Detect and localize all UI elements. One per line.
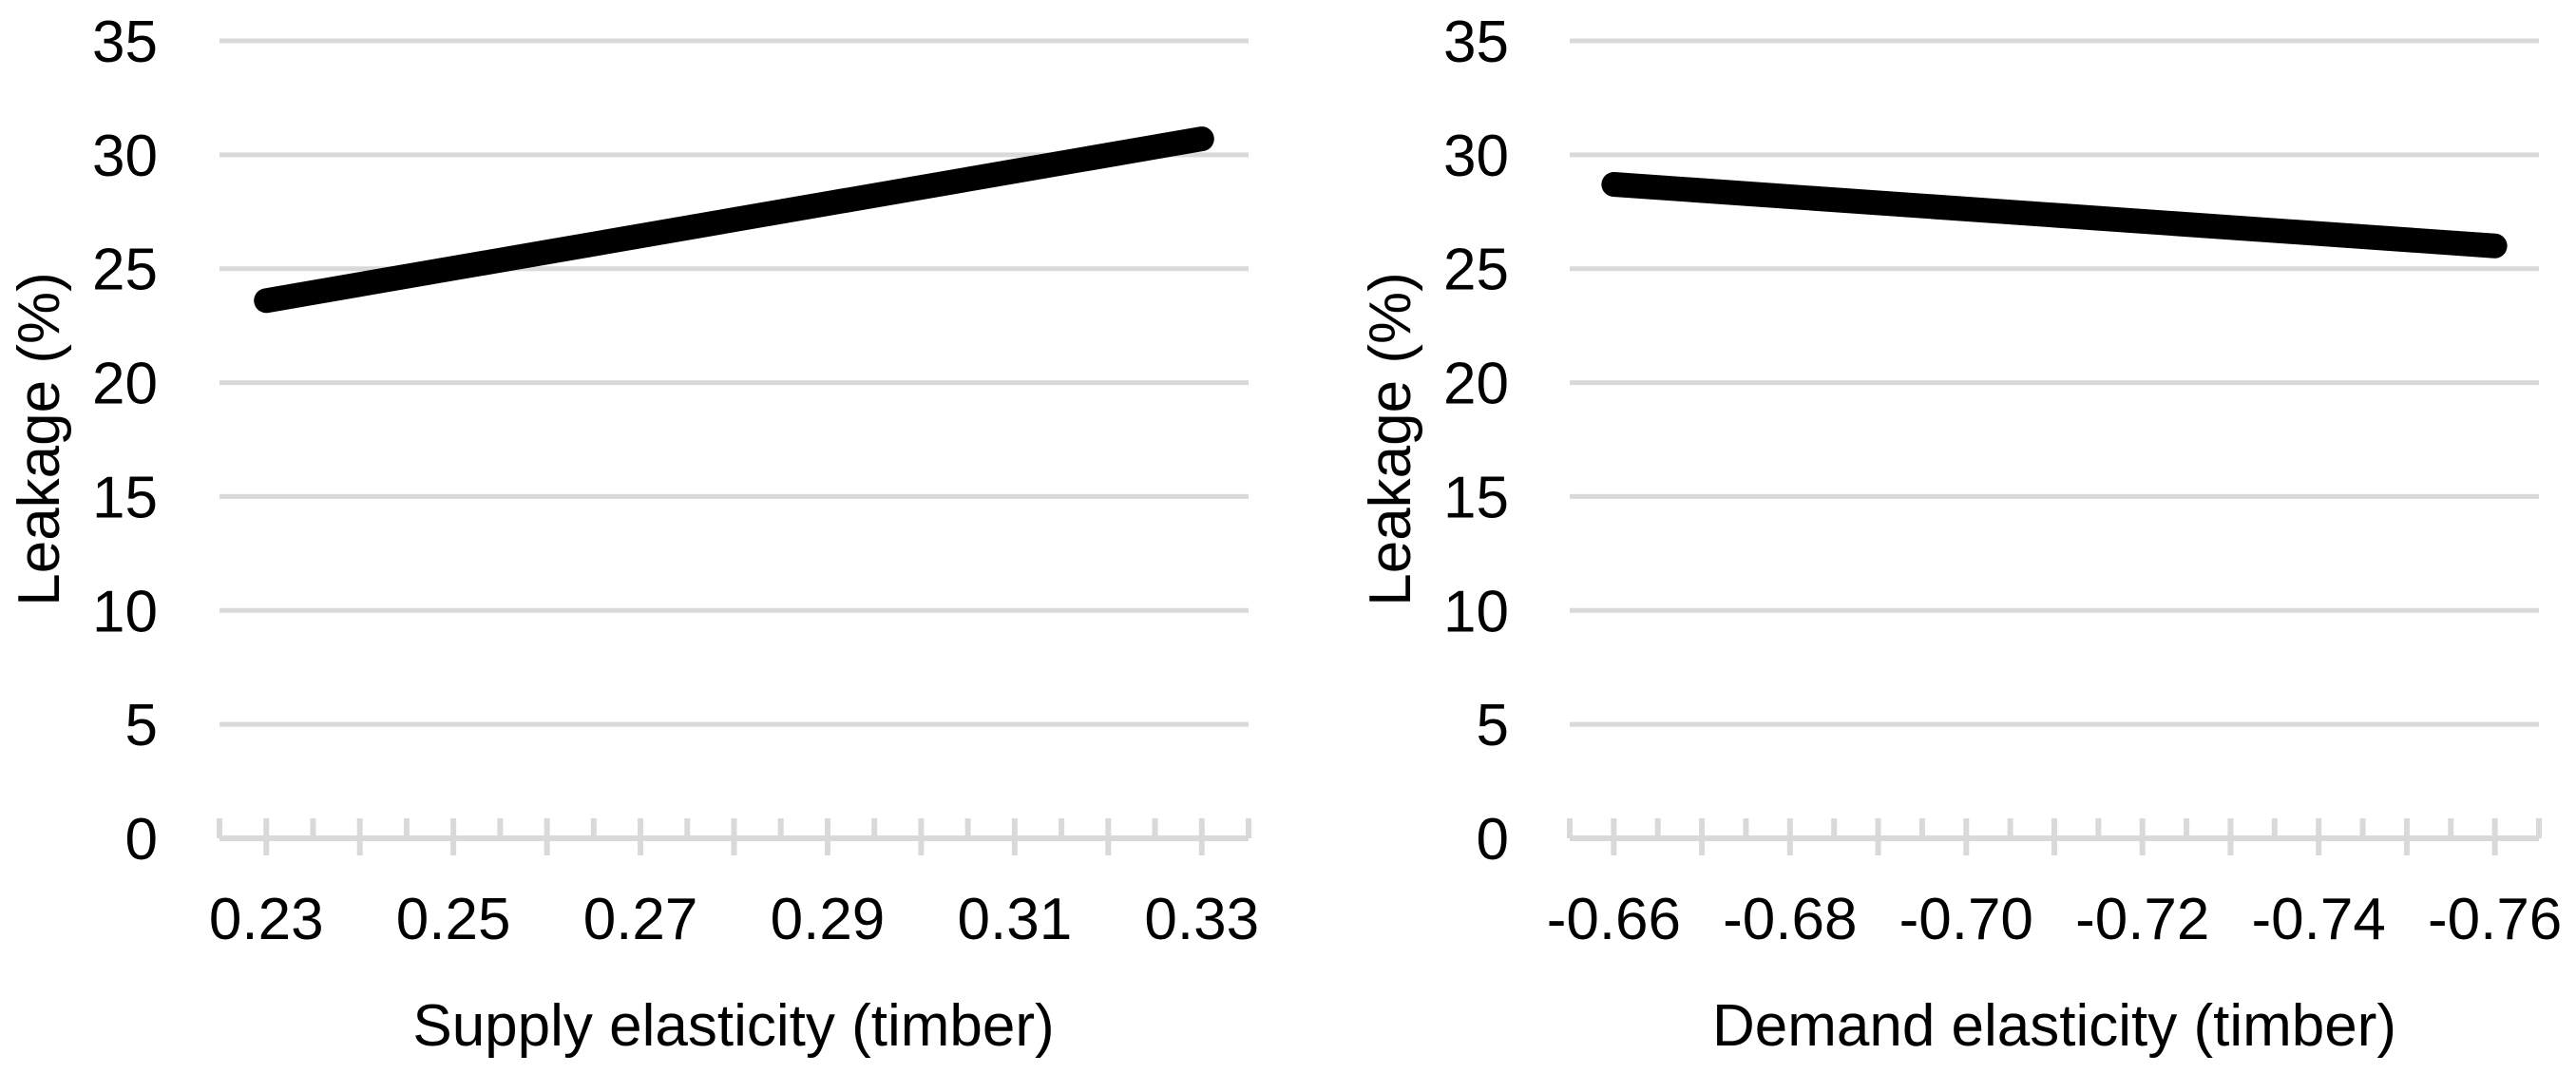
- x-tick-label: -0.72: [2075, 887, 2209, 952]
- left-y-axis-title: Leakage (%): [7, 272, 72, 606]
- y-tick-label: 20: [92, 352, 158, 417]
- y-tick-label: 0: [125, 807, 158, 873]
- y-tick-label: 30: [92, 124, 158, 189]
- y-tick-label: 35: [92, 10, 158, 75]
- y-tick-label: 5: [125, 693, 158, 758]
- x-tick-label: -0.68: [1723, 887, 1857, 952]
- x-tick-label: -0.74: [2252, 887, 2386, 952]
- y-tick-label: 35: [1443, 10, 1509, 75]
- y-tick-label: 25: [92, 238, 158, 303]
- right-chart-panel: 0 5 10 15 20 25 30 35 -0.66 -0.68 -0.70 -0.72 -0.74-…: [1443, 10, 2562, 952]
- data-line: [1601, 172, 2508, 259]
- x-tick-label: 0.25: [396, 887, 511, 952]
- y-tick-label: 10: [92, 579, 158, 644]
- x-tick-label: -0.66: [1547, 887, 1681, 952]
- y-tick-label: 15: [1443, 465, 1509, 530]
- x-tick-label: 0.31: [958, 887, 1073, 952]
- data-line: [254, 126, 1214, 314]
- y-tick-label: 0: [1477, 807, 1509, 873]
- right-y-axis-title: Leakage (%): [1358, 272, 1423, 606]
- left-chart-panel: 0 5 10 15 20 25 30 35 0.23 0.25 0.27 0.29 0.31 0.33: [92, 10, 1259, 952]
- x-tick-label: 0.23: [209, 887, 324, 952]
- y-tick-label: 20: [1443, 352, 1509, 417]
- y-tick-label: 10: [1443, 579, 1509, 644]
- left-x-axis-title: Supply elasticity (timber): [412, 993, 1054, 1059]
- x-tick-label: 0.27: [583, 887, 698, 952]
- right-x-axis-title: Demand elasticity (timber): [1712, 993, 2396, 1059]
- y-tick-label: 15: [92, 465, 158, 530]
- y-tick-label: 25: [1443, 238, 1509, 303]
- y-tick-label: 5: [1477, 693, 1509, 758]
- x-tick-label: -0.76: [2428, 887, 2562, 952]
- y-tick-label: 30: [1443, 124, 1509, 189]
- x-tick-label: 0.33: [1144, 887, 1259, 952]
- x-tick-label: -0.70: [1899, 887, 2033, 952]
- x-tick-label: 0.29: [771, 887, 886, 952]
